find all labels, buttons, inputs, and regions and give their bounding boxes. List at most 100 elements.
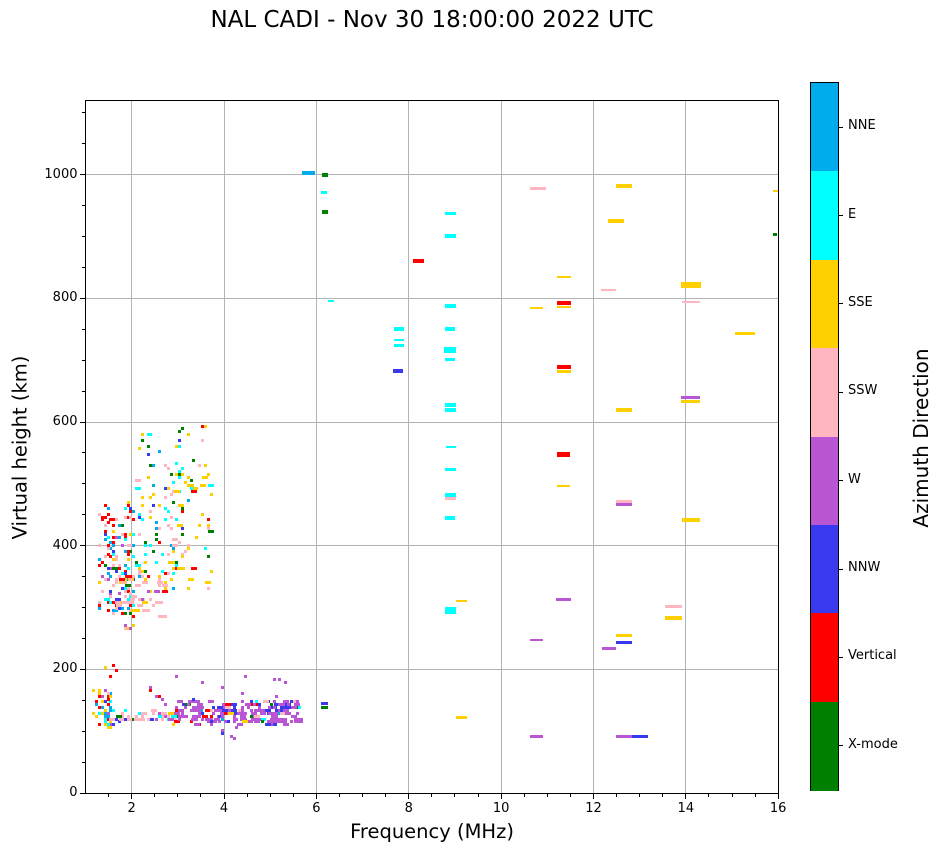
echo-point [132,598,136,602]
echo-point [163,581,167,585]
colorbar-segment-w [811,436,838,526]
echo-point [228,711,235,715]
echo-point [203,424,207,428]
x-tick-label: 14 [677,801,695,816]
echo-point [155,561,159,565]
echo-point [129,603,133,607]
echo-dash [681,282,701,289]
echo-dash [556,597,571,601]
echo-point [112,663,116,667]
echo-point [158,714,162,718]
y-minor-tick [82,576,86,578]
echo-point [193,723,200,727]
echo-point [186,703,190,707]
echo-point [180,532,184,536]
echo-point [109,592,113,596]
echo-point [126,558,130,562]
echo-dash [393,344,405,347]
echo-point [142,600,149,604]
echo-point [160,697,164,701]
echo-point [125,583,132,587]
echo-point [146,444,150,448]
echo-point [212,711,216,715]
echo-dash [681,396,701,400]
echo-point [103,714,107,718]
x-major-tick [315,793,317,799]
echo-point [95,700,99,704]
echo-point [162,583,169,587]
echo-point [208,484,215,488]
echo-point [206,555,210,559]
echo-point [97,706,101,710]
echo-point [109,566,113,570]
echo-point [180,427,184,431]
y-gridline [85,297,779,299]
x-major-tick [685,793,687,799]
echo-point [152,484,156,488]
echo-point [206,586,210,590]
y-minor-tick [82,328,86,330]
echo-point [112,524,116,528]
echo-point [112,583,116,587]
echo-point [120,581,124,585]
echo-point [135,583,139,587]
echo-point [249,700,253,704]
echo-point [147,717,154,721]
echo-point [115,535,119,539]
x-minor-tick [292,793,294,797]
echo-dash [529,307,544,310]
echo-point [117,563,121,567]
echo-point [133,717,140,721]
echo-point [221,686,225,690]
echo-point [206,518,210,522]
echo-point [112,518,116,522]
echo-point [158,694,162,698]
echo-point [160,711,164,715]
echo-point [213,717,220,721]
x-tick-label: 4 [219,801,229,816]
echo-point [172,538,176,542]
echo-point [106,726,110,730]
echo-point [235,726,239,730]
echo-point [132,603,136,607]
echo-point [232,720,236,724]
echo-point [163,495,167,499]
echo-point [173,720,180,724]
echo-point [192,709,196,713]
echo-point [258,703,262,707]
echo-point [106,507,110,511]
echo-point [115,566,119,570]
echo-dash [682,517,701,522]
echo-point [163,711,167,715]
echo-point [178,475,182,479]
echo-point [126,598,130,602]
echo-point [169,492,173,496]
echo-point [198,706,202,710]
echo-point [103,598,107,602]
echo-point [120,586,124,590]
echo-point [123,717,127,721]
echo-point [198,464,202,468]
echo-point [115,598,119,602]
echo-point [163,507,167,511]
echo-point [210,720,217,724]
echo-point [286,703,290,707]
echo-point [123,626,127,630]
echo-point [126,515,130,519]
echo-point [178,470,182,474]
echo-point [155,526,159,530]
echo-point [109,717,113,721]
echo-point [232,717,236,721]
echo-point [100,575,104,579]
echo-dash [412,259,424,264]
echo-point [112,558,116,562]
echo-point [295,703,299,707]
echo-point [109,546,113,550]
echo-point [173,711,180,715]
echo-point [106,521,110,525]
echo-point [172,549,176,553]
echo-point [189,709,193,713]
echo-point [160,569,164,573]
echo-point [190,717,197,721]
